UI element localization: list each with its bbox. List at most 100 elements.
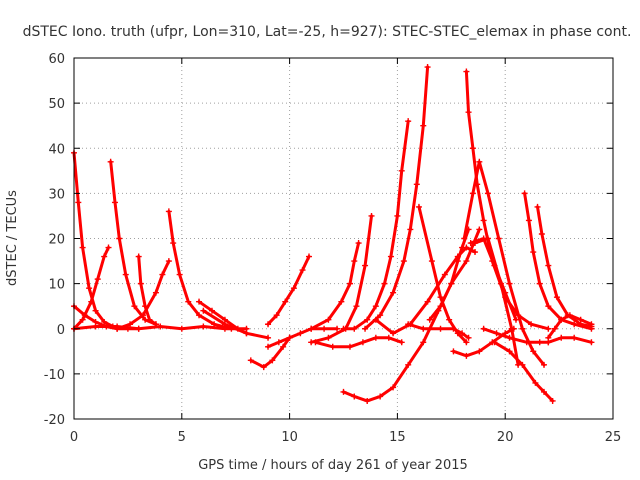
data-point-marker (525, 217, 532, 224)
data-point-marker (265, 334, 272, 341)
series-line (428, 228, 470, 322)
data-point-marker (413, 181, 420, 188)
data-point-marker (450, 348, 457, 355)
series-20 (372, 244, 479, 337)
data-point-marker (387, 253, 394, 260)
data-point-marker (405, 361, 412, 368)
data-point-marker (424, 64, 431, 71)
data-point-marker (497, 280, 504, 287)
series-31 (521, 190, 595, 332)
data-point-marker (351, 325, 358, 332)
x-axis-label: GPS time / hours of day 261 of year 2015 (198, 458, 468, 473)
data-point-marker (364, 397, 371, 404)
grid-lines (74, 58, 613, 419)
data-point-marker (508, 325, 515, 332)
series-14 (308, 240, 362, 332)
data-point-marker (558, 334, 565, 341)
data-point-marker (530, 348, 537, 355)
data-point-marker (405, 118, 412, 125)
data-point-marker (86, 285, 93, 292)
data-point-marker (139, 312, 146, 319)
data-point-marker (265, 343, 272, 350)
data-point-marker (577, 316, 584, 323)
data-point-marker (131, 303, 138, 310)
data-point-marker (394, 212, 401, 219)
data-point-marker (286, 334, 293, 341)
y-tick-label: 20 (48, 233, 65, 248)
data-point-marker (377, 393, 384, 400)
data-point-marker (260, 364, 267, 371)
series-34 (545, 312, 595, 341)
data-point-marker (551, 325, 558, 332)
series-3 (135, 253, 159, 328)
data-point-marker (362, 262, 369, 269)
data-point-marker (506, 334, 513, 341)
series-line (363, 65, 430, 331)
data-point-marker (484, 235, 491, 242)
data-point-marker (247, 357, 254, 364)
chart-title: dSTEC Iono. truth (ufpr, Lon=310, Lat=-2… (23, 24, 632, 40)
series-15 (308, 212, 375, 346)
data-point-marker (390, 330, 397, 337)
data-point-marker (566, 312, 573, 319)
data-point-marker (165, 208, 172, 215)
series-line (473, 237, 520, 367)
data-point-marker (122, 271, 129, 278)
x-tick-label: 15 (389, 430, 406, 445)
data-point-marker (101, 253, 108, 260)
data-point-marker (588, 339, 595, 346)
data-point-marker (454, 330, 461, 337)
data-point-marker (340, 388, 347, 395)
series-12 (265, 253, 313, 328)
data-point-marker (463, 68, 470, 75)
data-point-marker (362, 325, 369, 332)
data-point-marker (312, 339, 319, 346)
data-point-marker (137, 280, 144, 287)
data-point-marker (372, 303, 379, 310)
data-point-marker (157, 323, 164, 330)
data-point-marker (81, 312, 88, 319)
x-tick-labels: 0 5 10 15 20 25 (70, 430, 621, 445)
data-point-marker (146, 316, 153, 323)
series-30 (491, 339, 556, 404)
data-point-marker (79, 316, 86, 323)
data-point-marker (523, 339, 530, 346)
data-point-marker (469, 190, 476, 197)
data-point-marker (476, 158, 483, 165)
data-point-marker (571, 321, 578, 328)
data-point-marker (437, 294, 444, 301)
data-point-marker (480, 217, 487, 224)
data-point-marker (200, 323, 207, 330)
data-point-marker (398, 339, 405, 346)
series-line (72, 246, 110, 331)
data-point-marker (325, 316, 332, 323)
data-point-marker (534, 203, 541, 210)
data-point-marker (79, 244, 86, 251)
y-tick-label: 0 (57, 323, 65, 338)
data-point-marker (88, 298, 95, 305)
data-point-marker (325, 334, 332, 341)
data-point-marker (297, 330, 304, 337)
series-18 (362, 64, 431, 332)
data-point-marker (437, 303, 444, 310)
data-point-marker (152, 289, 159, 296)
data-point-marker (196, 312, 203, 319)
data-point-marker (196, 298, 203, 305)
data-point-marker (521, 190, 528, 197)
data-point-marker (519, 325, 526, 332)
data-point-marker (441, 271, 448, 278)
data-point-marker (588, 321, 595, 328)
y-tick-label: -10 (44, 368, 65, 383)
data-point-marker (420, 122, 427, 129)
series-27 (467, 235, 519, 323)
data-point-marker (306, 253, 313, 260)
data-point-marker (536, 280, 543, 287)
data-point-marker (368, 212, 375, 219)
series-line (342, 119, 410, 331)
data-point-marker (536, 339, 543, 346)
data-point-marker (372, 334, 379, 341)
series-line (546, 336, 593, 344)
data-point-marker (506, 280, 513, 287)
data-point-marker (351, 393, 358, 400)
